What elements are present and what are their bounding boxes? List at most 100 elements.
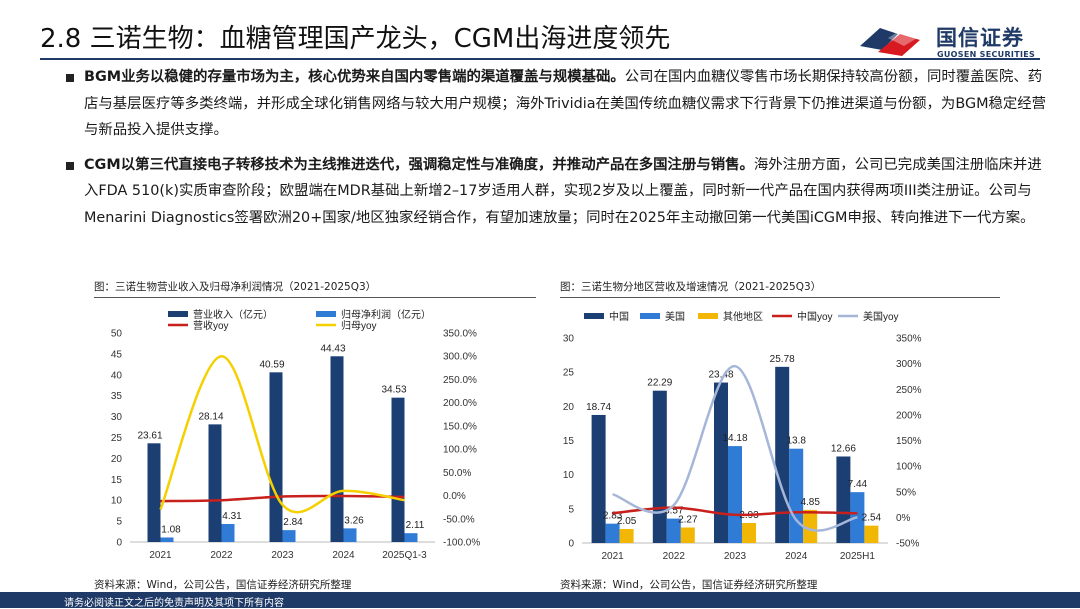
- y-right-tick-label: 150.0%: [443, 421, 477, 432]
- y-left-tick-label: 0: [116, 538, 122, 549]
- y-right-tick-label: 100%: [896, 462, 922, 473]
- bullet-bgm: BGM业务以稳健的存量市场为主，核心优势来自国内零售端的渠道覆盖与规模基础。公司…: [62, 64, 1052, 144]
- x-tick-label: 2024: [332, 550, 355, 561]
- data-label: 12.66: [831, 443, 856, 454]
- y-left-tick-label: 50: [111, 329, 123, 340]
- data-label: 25.78: [770, 354, 795, 365]
- y-right-tick-label: 100.0%: [443, 445, 477, 456]
- chart-title-revenue: 图：三诺生物营业收入及归母净利润情况（2021-2025Q3）: [94, 281, 377, 293]
- y-right-tick-label: 50.0%: [443, 468, 471, 479]
- legend-swatch: [640, 313, 660, 319]
- y-right-tick-label: -50.0%: [443, 514, 475, 525]
- line-usa-yoy: [612, 364, 858, 532]
- data-label: 40.59: [259, 359, 284, 370]
- bar-net-profit: [404, 533, 418, 542]
- data-label: 22.29: [647, 378, 672, 389]
- bar-china: [836, 456, 851, 543]
- data-label: 2.84: [283, 517, 303, 528]
- data-label: 2.54: [862, 513, 882, 524]
- bar-net-profit: [282, 530, 296, 542]
- y-left-tick-label: 25: [111, 433, 123, 444]
- legend-label: 其他地区: [723, 310, 763, 323]
- bar-china: [591, 414, 606, 543]
- bar-usa: [789, 448, 804, 543]
- bar-usa: [666, 518, 681, 543]
- x-tick-label: 2023: [724, 551, 747, 562]
- legend-label: 美国: [665, 310, 685, 323]
- y-right-tick-label: 250.0%: [443, 375, 477, 386]
- y-left-tick-label: 15: [563, 436, 575, 447]
- legend-swatch: [698, 313, 718, 319]
- data-label: 3.26: [344, 515, 364, 526]
- chart-panel-revenue: 图：三诺生物营业收入及归母净利润情况（2021-2025Q3） 0 5 10 15 20…: [80, 279, 540, 593]
- data-label: 23.48: [708, 370, 733, 381]
- data-label: 2.11: [406, 520, 425, 531]
- square-bullet-icon: [66, 74, 74, 82]
- legend-label: 中国: [609, 310, 629, 323]
- x-tick-label: 2025Q1-3: [382, 550, 427, 561]
- footer-bar: [0, 592, 1080, 608]
- bar-other: [680, 527, 695, 543]
- bar-net-profit: [221, 523, 235, 542]
- legend-label: 美国yoy: [863, 310, 899, 323]
- y-left-tick-label: 5: [568, 504, 574, 515]
- bar-revenue: [147, 443, 161, 542]
- data-label: 18.74: [586, 402, 611, 413]
- title-divider: [40, 58, 1040, 60]
- data-label: 2.27: [678, 514, 698, 525]
- bullet-cgm: CGM以第三代直接电子转移技术为主线推进迭代，强调稳定性与准确度，并推动产品在多…: [62, 152, 1052, 232]
- data-label: 7.44: [848, 479, 868, 490]
- y-left-tick-label: 30: [563, 334, 575, 345]
- y-left-tick-label: 5: [116, 517, 122, 528]
- bar-revenue: [391, 397, 405, 542]
- bar-other: [864, 525, 879, 543]
- x-tick-label: 2022: [663, 551, 686, 562]
- y-right-tick-label: -50%: [896, 539, 919, 550]
- bullet-cgm-lead: CGM以第三代直接电子转移技术为主线推进迭代，强调稳定性与准确度，并推动产品在多…: [84, 156, 754, 173]
- y-right-tick-label: 350.0%: [443, 329, 477, 340]
- y-left-tick-label: 0: [568, 539, 574, 550]
- legend-label: 营收yoy: [193, 319, 229, 332]
- data-label: 2.05: [617, 516, 637, 527]
- y-left-tick-label: 10: [563, 470, 575, 481]
- legend-label: 中国yoy: [797, 310, 833, 323]
- x-tick-label: 2023: [271, 550, 294, 561]
- y-left-tick-label: 40: [111, 370, 123, 381]
- data-label: 13.8: [786, 436, 806, 447]
- y-left-tick-label: 45: [111, 349, 123, 360]
- data-label: 4.31: [222, 511, 242, 522]
- line-revenue-yoy: [160, 494, 405, 503]
- bar-revenue: [330, 356, 344, 542]
- bar-usa: [605, 523, 620, 543]
- y-right-tick-label: 0%: [896, 513, 911, 524]
- chart-source-region: 资料来源：Wind，公司公告，国信证券经济研究所整理: [560, 579, 818, 591]
- bullet-bgm-lead: BGM业务以稳健的存量市场为主，核心优势来自国内零售端的渠道覆盖与规模基础。: [84, 69, 625, 85]
- y-left-tick-label: 15: [111, 475, 123, 486]
- data-label: 44.43: [320, 343, 345, 354]
- bar-net-profit: [160, 537, 174, 542]
- bar-china: [652, 390, 667, 543]
- x-tick-label: 2022: [210, 550, 233, 561]
- data-label: 34.53: [381, 385, 406, 396]
- y-right-tick-label: 250%: [896, 385, 922, 396]
- logo-text-en: GUOSEN SECURITIES: [937, 50, 1036, 59]
- bar-revenue: [269, 372, 283, 542]
- y-left-tick-label: 20: [111, 454, 123, 465]
- y-right-tick-label: -100.0%: [443, 538, 480, 549]
- y-left-tick-label: 30: [111, 412, 123, 423]
- y-left-tick-label: 20: [563, 402, 575, 413]
- bullet-bgm-text: 公司在国内血糖仪零售市场长期保持较高份额，同时覆盖医院、药店与基层医疗等多类终端…: [84, 69, 1047, 138]
- region-chart: 0 5 10 15 20 25 30 -50% 0% 50% 100% 150% 200% 250% 300…: [563, 310, 922, 562]
- y-right-tick-label: 300.0%: [443, 352, 477, 363]
- y-right-tick-label: 150%: [896, 436, 922, 447]
- guosen-logo-icon: [860, 24, 924, 56]
- x-tick-label: 2025H1: [840, 551, 875, 562]
- bullet-list: BGM业务以稳健的存量市场为主，核心优势来自国内零售端的渠道覆盖与规模基础。公司…: [62, 64, 1052, 239]
- y-left-tick-label: 10: [111, 496, 123, 507]
- page-title: 2.8 三诺生物：血糖管理国产龙头，CGM出海进度领先: [40, 24, 671, 54]
- chart-source-revenue: 资料来源：Wind，公司公告，国信证券经济研究所整理: [94, 579, 352, 591]
- logo-text-cn: 国信证券: [936, 26, 1024, 50]
- chart-panel-region: 图：三诺生物分地区营收及增速情况（2021-2025Q3） 0 5 10 15 20 25…: [548, 279, 1028, 593]
- y-left-tick-label: 35: [111, 391, 123, 402]
- chart-title-region: 图：三诺生物分地区营收及增速情况（2021-2025Q3）: [560, 281, 822, 293]
